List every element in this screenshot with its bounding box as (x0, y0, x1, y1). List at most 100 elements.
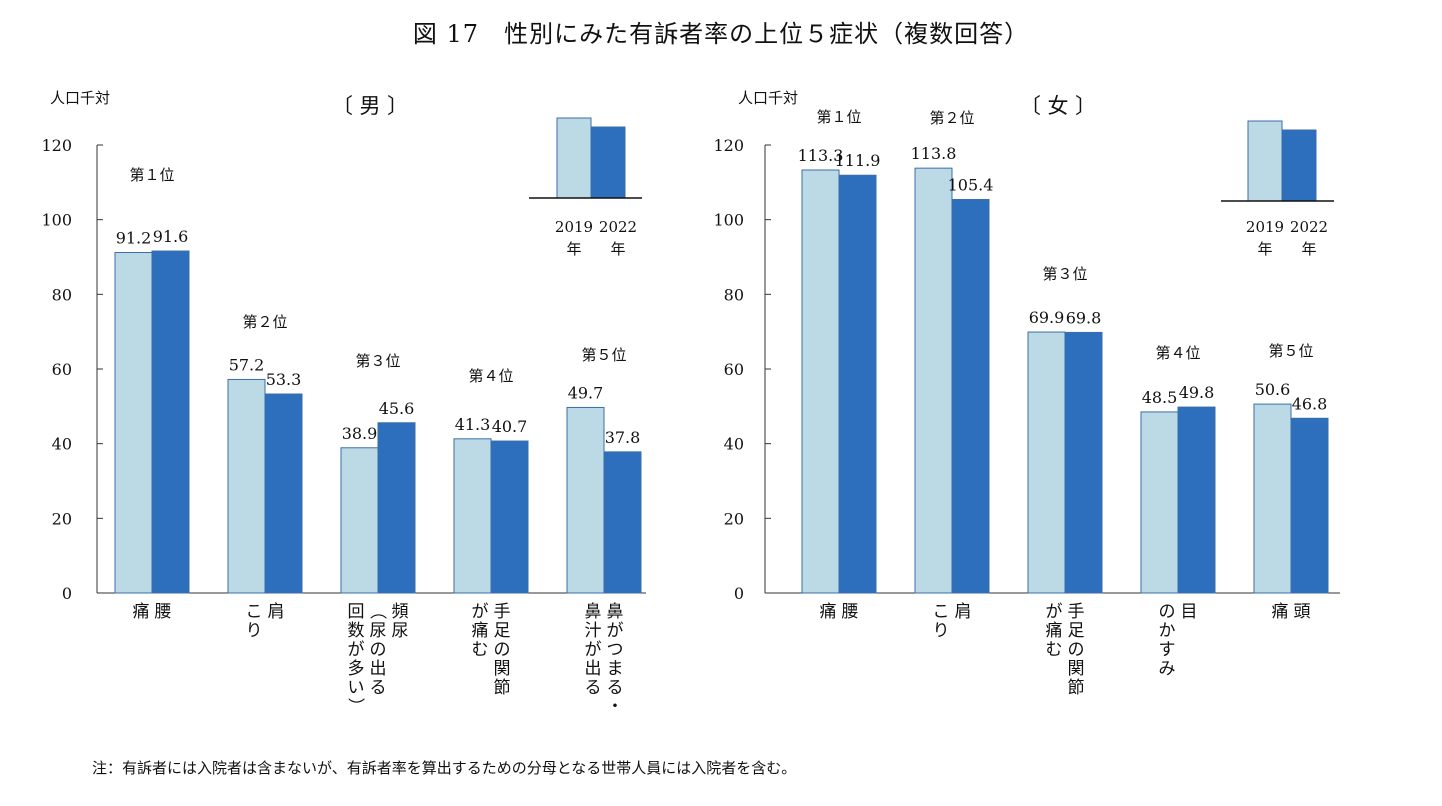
legend-year: 2022 (1290, 218, 1328, 236)
bar-2022 (603, 451, 642, 594)
rank-label: 第３位 (1042, 265, 1087, 283)
bar-2019 (914, 167, 953, 594)
category-label-char: る (585, 678, 602, 698)
category-label-char: が (585, 640, 602, 660)
category-label-char: 節 (1068, 678, 1085, 698)
bar-2022 (1177, 406, 1216, 594)
rank-label: 第５位 (1268, 342, 1313, 360)
category-label-char: 痛 (1272, 602, 1289, 622)
bar-2022 (838, 174, 877, 594)
category-label-char: 節 (494, 678, 511, 698)
data-label-2022: 53.3 (266, 370, 302, 389)
category-label-char: 手 (494, 602, 511, 622)
legend-swatch-2022 (590, 126, 626, 199)
data-label-2019: 49.7 (568, 383, 604, 402)
y-axis-label: 人口千対 (50, 89, 110, 107)
category-label-char: 痛 (1046, 621, 1063, 641)
category-label-char: の (1068, 640, 1085, 660)
data-label-2019: 50.6 (1255, 380, 1291, 399)
rank-label: 第２位 (929, 109, 974, 127)
category-label-char: る (607, 678, 624, 698)
data-label-2019: 38.9 (342, 424, 378, 443)
category-label-char: が (472, 602, 489, 622)
category-label-char: 数 (348, 621, 365, 641)
bar-2019 (1027, 331, 1066, 594)
footnote: 注：有訴者には入院者は含まないが、有訴者率を算出するための分母となる世帯人員には… (92, 759, 797, 777)
category-label-char: が (607, 621, 624, 641)
y-tick-label: 20 (724, 509, 744, 528)
y-tick-label: 40 (52, 435, 72, 454)
y-tick-label: 100 (713, 211, 744, 230)
data-label-2022: 111.9 (835, 151, 881, 170)
rank-label: 第１位 (816, 108, 861, 126)
data-label-2022: 46.8 (1292, 394, 1328, 413)
category-label-char: 痛 (133, 602, 150, 622)
legend-swatch-2022 (1281, 129, 1317, 202)
y-tick-label: 20 (52, 509, 72, 528)
y-tick-label: 80 (724, 285, 744, 304)
rank-label: 第３位 (355, 352, 400, 370)
bar-2022 (951, 199, 990, 594)
category-label-char: が (348, 640, 365, 660)
y-tick-label: 0 (734, 584, 744, 603)
category-label-char: つ (607, 640, 624, 660)
bar-2019 (1253, 403, 1292, 594)
legend-year-suffix: 年 (566, 240, 581, 258)
category-label-char: 鼻 (585, 602, 602, 622)
bar-2022 (151, 250, 190, 594)
chart-title: 図 17 性別にみた有訴者率の上位５症状（複数回答） (412, 20, 1030, 48)
legend-swatch-2019 (556, 117, 592, 199)
category-label-char: 頻 (392, 602, 409, 622)
y-tick-label: 40 (724, 435, 744, 454)
rank-label: 第２位 (242, 313, 287, 331)
category-label-char: 痛 (820, 602, 837, 622)
category-label-char: 腰 (155, 602, 172, 622)
data-label-2022: 37.8 (605, 428, 641, 447)
bar-2019 (340, 447, 379, 594)
category-label-char: （ (367, 603, 387, 620)
category-label-char: か (1159, 621, 1176, 641)
category-label-char: 頭 (1294, 602, 1311, 622)
category-label-char: 目 (1181, 602, 1198, 622)
legend-year-suffix: 年 (610, 240, 625, 258)
category-label-char: 出 (585, 659, 602, 679)
legend-year-suffix: 年 (1301, 240, 1316, 258)
y-tick-label: 80 (52, 285, 72, 304)
category-label-char: 尿 (392, 621, 409, 641)
category-label-char: む (1046, 640, 1063, 660)
data-label-2022: 40.7 (492, 417, 528, 436)
y-tick-label: 60 (52, 360, 72, 379)
category-label-char: り (246, 621, 263, 641)
y-tick-label: 120 (41, 136, 72, 155)
y-tick-label: 100 (41, 211, 72, 230)
category-label-char: 関 (1068, 659, 1085, 679)
category-label-char: る (370, 678, 387, 698)
legend-year: 2019 (1246, 218, 1284, 236)
legend-year: 2019 (555, 218, 593, 236)
category-label-char: 出 (370, 659, 387, 679)
bar-2019 (227, 378, 266, 594)
bar-2019 (566, 406, 605, 594)
y-tick-label: 120 (713, 136, 744, 155)
category-label-char: 関 (494, 659, 511, 679)
category-label-char: す (1159, 640, 1176, 660)
category-label-char: 足 (494, 621, 511, 641)
y-tick-label: 0 (62, 584, 72, 603)
data-label-2019: 41.3 (455, 415, 491, 434)
category-label-char: 痛 (472, 621, 489, 641)
y-axis-label: 人口千対 (738, 89, 798, 107)
bar-2019 (114, 252, 153, 594)
category-label-char: り (933, 621, 950, 641)
category-label-char: 汁 (585, 621, 602, 641)
category-label-char: こ (933, 602, 950, 622)
data-label-2022: 91.6 (153, 227, 189, 246)
rank-label: 第１位 (129, 166, 174, 184)
bar-2022 (377, 422, 416, 594)
data-label-2022: 69.8 (1066, 308, 1102, 327)
legend-year: 2022 (599, 218, 637, 236)
data-label-2022: 105.4 (948, 176, 994, 195)
category-label-char: 鼻 (607, 602, 624, 622)
data-label-2019: 113.8 (911, 144, 957, 163)
category-label-char: ・ (607, 697, 624, 717)
